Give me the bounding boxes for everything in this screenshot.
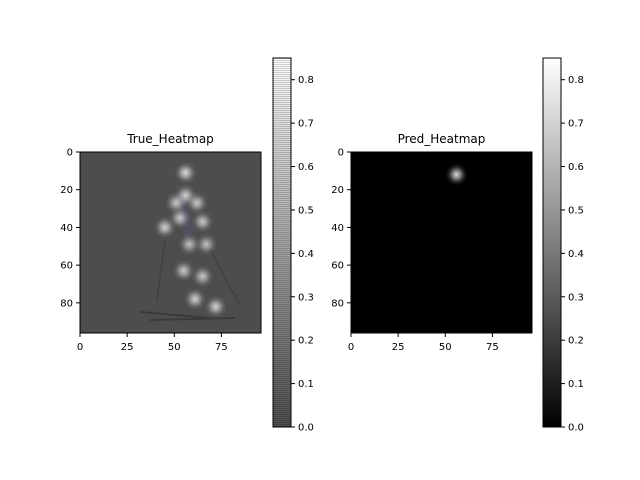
colorbar-tick-label: 0.7: [568, 119, 584, 130]
true-heatmap-title: True_Heatmap: [126, 132, 214, 146]
true-heatmap-colorbar: 0.0 0.1 0.2 0.3 0.4 0.5 0.6 0.7 0.8: [273, 58, 314, 434]
pred-heatmap-colorbar: 0.0 0.1 0.2 0.3 0.4 0.5 0.6 0.7 0.8: [543, 58, 584, 434]
y-tick-label: 40: [60, 223, 73, 234]
keypoint-blob-11: [184, 288, 206, 310]
true-heatmap-xaxis: 0 25 50 75: [77, 333, 228, 353]
colorbar-tick-label: 0.6: [298, 162, 314, 173]
colorbar-tick-label: 0.4: [298, 249, 314, 260]
colorbar-tick-label: 0.3: [298, 292, 314, 303]
pred-heatmap-panel: Pred_Heatmap 0 25 50 75 0 20 40 60 80: [331, 132, 532, 353]
y-tick-label: 80: [60, 298, 73, 309]
true-heatmap-yaxis: 0 20 40 60 80: [60, 148, 80, 310]
pred-heatmap-blobs: [446, 164, 468, 186]
x-tick-label: 25: [392, 342, 405, 353]
colorbar-tick-label: 0.3: [568, 292, 584, 303]
pred-heatmap-yaxis: 0 20 40 60 80: [331, 148, 351, 310]
colorbar-tick-label: 0.0: [298, 423, 314, 434]
pred-heatmap-xaxis: 0 25 50 75: [348, 333, 499, 353]
colorbar-tick-label: 0.5: [568, 205, 584, 216]
keypoint-blob-0: [446, 164, 468, 186]
y-tick-label: 80: [331, 298, 344, 309]
x-tick-label: 75: [215, 342, 228, 353]
y-tick-label: 60: [331, 261, 344, 272]
keypoint-blob-12: [205, 296, 227, 318]
keypoint-blob-0: [175, 162, 197, 184]
keypoint-blob-8: [195, 233, 217, 255]
colorbar-tick-label: 0.1: [568, 379, 584, 390]
x-tick-label: 75: [486, 342, 499, 353]
keypoint-blob-5: [154, 216, 176, 238]
pred-colorbar-gradient: [543, 58, 561, 427]
colorbar-tick-label: 0.8: [298, 75, 314, 86]
keypoint-blob-3: [186, 192, 208, 214]
x-tick-label: 0: [77, 342, 83, 353]
pred-heatmap-title: Pred_Heatmap: [398, 132, 486, 146]
x-tick-label: 50: [168, 342, 181, 353]
colorbar-tick-label: 0.1: [298, 379, 314, 390]
keypoint-blob-6: [192, 211, 214, 233]
true-heatmap-background: [80, 152, 261, 333]
y-tick-label: 20: [60, 185, 73, 196]
colorbar-tick-label: 0.2: [298, 336, 314, 347]
x-tick-label: 25: [121, 342, 134, 353]
colorbar-tick-label: 0.5: [298, 205, 314, 216]
true-colorbar-stripes: [273, 58, 291, 427]
keypoint-blob-10: [192, 265, 214, 287]
colorbar-tick-label: 0.0: [568, 423, 584, 434]
x-tick-label: 50: [439, 342, 452, 353]
pred-heatmap-background: [351, 152, 532, 333]
colorbar-tick-label: 0.7: [298, 119, 314, 130]
keypoint-blob-9: [173, 260, 195, 282]
colorbar-tick-label: 0.2: [568, 336, 584, 347]
y-tick-label: 40: [331, 223, 344, 234]
true-colorbar-ticks: 0.0 0.1 0.2 0.3 0.4 0.5 0.6 0.7 0.8: [291, 75, 314, 433]
colorbar-tick-label: 0.6: [568, 162, 584, 173]
y-tick-label: 0: [67, 148, 73, 159]
pred-colorbar-ticks: 0.0 0.1 0.2 0.3 0.4 0.5 0.6 0.7 0.8: [561, 75, 584, 433]
colorbar-tick-label: 0.8: [568, 75, 584, 86]
y-tick-label: 20: [331, 185, 344, 196]
true-heatmap-panel: True_Heatmap 0 25 50 75 0 20 40 60 80: [60, 132, 261, 353]
y-tick-label: 0: [338, 148, 344, 159]
y-tick-label: 60: [60, 261, 73, 272]
x-tick-label: 0: [348, 342, 354, 353]
colorbar-tick-label: 0.4: [568, 249, 584, 260]
